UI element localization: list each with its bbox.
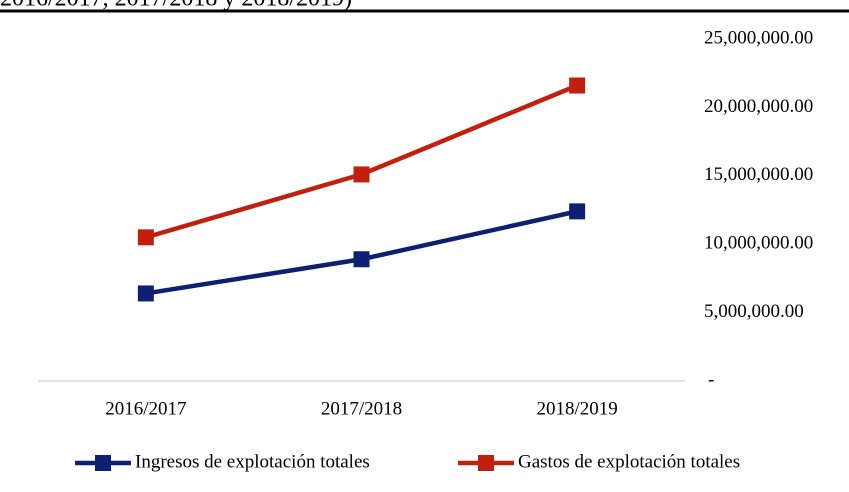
- legend-swatch-marker: [478, 455, 494, 471]
- x-tick-label: 2016/2017: [105, 398, 186, 419]
- y-tick-label: 25,000,000.00: [704, 27, 813, 48]
- y-tick-label: 20,000,000.00: [704, 96, 813, 117]
- legend-label: Ingresos de explotación totales: [135, 451, 370, 472]
- point-marker: [137, 229, 154, 246]
- y-tick-label: -: [708, 369, 714, 390]
- point-marker: [353, 166, 370, 183]
- x-tick-label: 2017/2018: [321, 398, 402, 419]
- chart-title: 2016/2017, 2017/2018 y 2018/2019): [0, 0, 352, 12]
- legend-swatch-marker: [95, 455, 111, 471]
- point-marker: [137, 285, 154, 302]
- y-tick-label: 10,000,000.00: [704, 233, 813, 254]
- point-marker: [569, 203, 586, 220]
- legend-label: Gastos de explotación totales: [518, 451, 740, 472]
- point-marker: [353, 251, 370, 268]
- point-marker: [569, 77, 586, 94]
- y-tick-label: 15,000,000.00: [704, 164, 813, 185]
- y-tick-label: 5,000,000.00: [704, 301, 804, 322]
- x-tick-label: 2018/2019: [537, 398, 618, 419]
- series-line: [145, 83, 579, 240]
